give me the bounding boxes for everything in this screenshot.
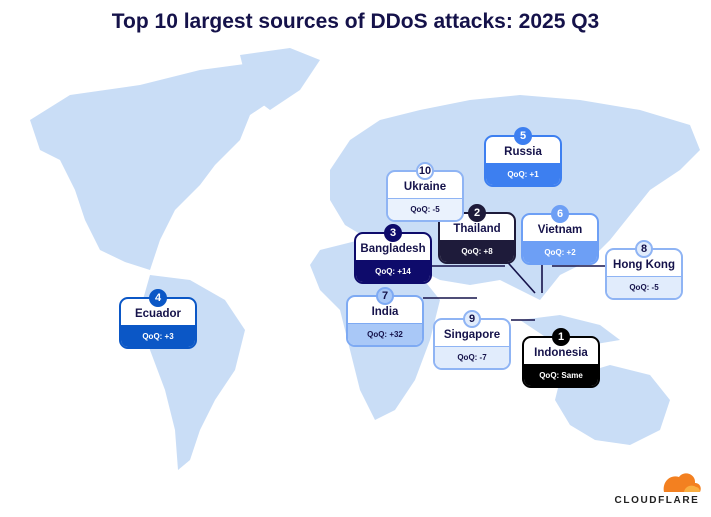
country-name: Singapore [435,320,509,347]
rank-badge: 3 [384,224,402,242]
rank-badge: 8 [635,240,653,258]
rank-badge: 2 [468,204,486,222]
qoq-change: QoQ: Same [524,365,598,386]
rank-badge: 10 [416,162,434,180]
country-name: India [348,297,422,324]
cloud-icon [663,473,701,492]
country-card-russia: 5 Russia QoQ: +1 [484,127,562,187]
country-name: Indonesia [524,338,598,365]
country-name: Bangladesh [356,234,430,261]
country-name: Vietnam [523,215,597,242]
qoq-change: QoQ: -5 [607,277,681,298]
page-title: Top 10 largest sources of DDoS attacks: … [111,10,600,33]
country-name: Russia [486,137,560,164]
country-card-thailand: 2 Thailand QoQ: +8 [438,204,516,264]
country-card-india: 7 India QoQ: +32 [346,287,424,347]
north-america [30,62,300,270]
country-card-ecuador: 4 Ecuador QoQ: +3 [119,289,197,349]
qoq-change: QoQ: -7 [435,347,509,368]
qoq-change: QoQ: +1 [486,164,560,185]
country-card-bangladesh: 3 Bangladesh QoQ: +14 [354,224,432,284]
qoq-change: QoQ: -5 [388,199,462,220]
country-name: Thailand [440,214,514,241]
qoq-change: QoQ: +32 [348,324,422,345]
qoq-change: QoQ: +14 [356,261,430,282]
country-card-indonesia: 1 Indonesia QoQ: Same [522,328,600,388]
country-name: Ukraine [388,172,462,199]
rank-badge: 4 [149,289,167,307]
country-card-ukraine: 10 Ukraine QoQ: -5 [386,162,464,222]
rank-badge: 7 [376,287,394,305]
greenland [240,48,320,110]
rank-badge: 5 [514,127,532,145]
qoq-change: QoQ: +3 [121,326,195,347]
country-card-singapore: 9 Singapore QoQ: -7 [433,310,511,370]
logo-wordmark: CLOUDFLARE [614,495,700,506]
qoq-change: QoQ: +2 [523,242,597,263]
country-card-vietnam: 6 Vietnam QoQ: +2 [521,205,599,265]
rank-badge: 1 [552,328,570,346]
country-card-hong-kong: 8 Hong Kong QoQ: -5 [605,240,683,300]
rank-badge: 9 [463,310,481,328]
cloudflare-logo: CLOUDFLARE [612,470,702,506]
country-name: Ecuador [121,299,195,326]
rank-badge: 6 [551,205,569,223]
qoq-change: QoQ: +8 [440,241,514,262]
country-name: Hong Kong [607,250,681,277]
